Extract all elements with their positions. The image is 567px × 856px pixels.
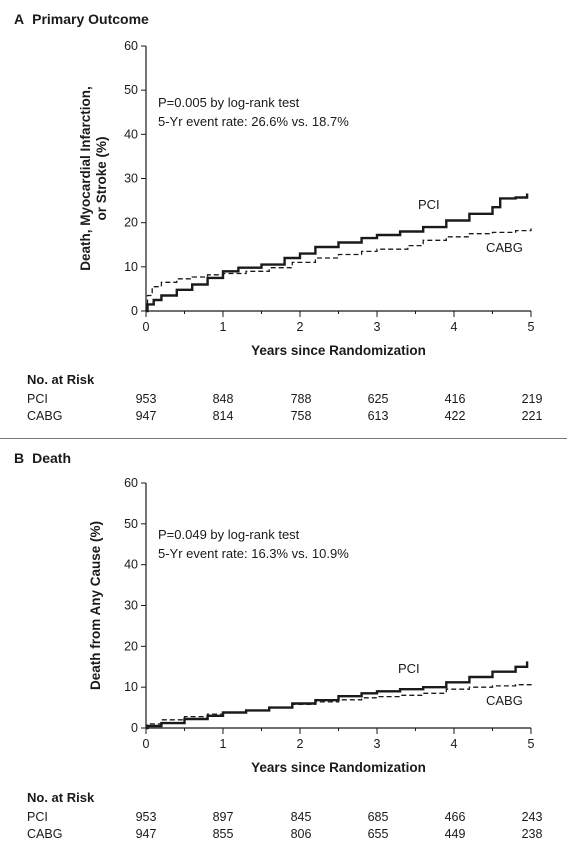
series-line-pci bbox=[146, 193, 529, 313]
y-axis-label: Death, Myocardial Infarction, bbox=[78, 86, 93, 271]
risk-value: 422 bbox=[444, 409, 466, 423]
series-label-pci: PCI bbox=[398, 661, 420, 676]
x-tick-label: 4 bbox=[451, 320, 458, 334]
y-tick-label: 10 bbox=[124, 680, 138, 694]
risk-value: 758 bbox=[290, 409, 312, 423]
risk-value: 221 bbox=[521, 409, 543, 423]
chart-primary-outcome: 0 10 20 30 40 50 60 0 1 2 3 4 5 Years since Randomiza… bbox=[78, 39, 535, 358]
risk-value: 416 bbox=[444, 392, 466, 406]
y-tick-label: 40 bbox=[124, 127, 138, 141]
y-tick-label: 50 bbox=[124, 517, 138, 531]
risk-value: 219 bbox=[521, 392, 543, 406]
risk-value: 947 bbox=[135, 409, 157, 423]
stat-annotation: 5-Yr event rate: 26.6% vs. 18.7% bbox=[158, 114, 349, 129]
x-tick-label: 0 bbox=[143, 737, 150, 751]
stat-annotation: P=0.049 by log-rank test bbox=[158, 527, 300, 542]
x-tick-label: 3 bbox=[374, 320, 381, 334]
risk-table: No. at Risk PCI 953 848 788 625 416 219 … bbox=[0, 372, 567, 436]
stat-annotation: P=0.005 by log-rank test bbox=[158, 95, 300, 110]
x-tick-label: 5 bbox=[528, 320, 535, 334]
panel-title: Death bbox=[32, 450, 72, 466]
panel-heading: B Death bbox=[14, 450, 71, 466]
risk-value: 655 bbox=[367, 827, 389, 841]
y-tick-label: 0 bbox=[131, 304, 138, 318]
y-tick-label: 20 bbox=[124, 216, 138, 230]
y-tick-label: 0 bbox=[131, 721, 138, 735]
y-axis-label: or Stroke (%) bbox=[94, 136, 109, 220]
y-axis-label: Death from Any Cause (%) bbox=[88, 521, 103, 690]
series-label-cabg: CABG bbox=[486, 693, 523, 708]
risk-value: 953 bbox=[135, 392, 157, 406]
series-label-cabg: CABG bbox=[486, 240, 523, 255]
x-tick-label: 2 bbox=[297, 320, 304, 334]
risk-value: 685 bbox=[367, 810, 389, 824]
y-tick-label: 60 bbox=[124, 39, 138, 53]
panel-letter: A bbox=[14, 11, 25, 27]
x-axis-label: Years since Randomization bbox=[251, 343, 426, 358]
x-tick-label: 1 bbox=[220, 737, 227, 751]
risk-row-label: CABG bbox=[27, 827, 63, 841]
risk-value: 855 bbox=[212, 827, 234, 841]
panel-title: Primary Outcome bbox=[32, 11, 149, 27]
y-tick-label: 10 bbox=[124, 260, 138, 274]
risk-table: No. at Risk PCI 953 897 845 685 466 243 … bbox=[0, 790, 567, 854]
risk-row-pci: PCI 953 897 845 685 466 243 bbox=[0, 810, 567, 826]
risk-value: 845 bbox=[290, 810, 312, 824]
x-tick-label: 2 bbox=[297, 737, 304, 751]
risk-row-label: PCI bbox=[27, 810, 48, 824]
risk-value: 449 bbox=[444, 827, 466, 841]
panel-heading: A Primary Outcome bbox=[14, 11, 149, 27]
risk-table-title: No. at Risk bbox=[27, 372, 95, 387]
risk-table-title: No. at Risk bbox=[27, 790, 95, 805]
risk-row-pci: PCI 953 848 788 625 416 219 bbox=[0, 392, 567, 408]
y-tick-label: 60 bbox=[124, 476, 138, 490]
x-tick-label: 1 bbox=[220, 320, 227, 334]
x-tick-label: 4 bbox=[451, 737, 458, 751]
risk-value: 848 bbox=[212, 392, 234, 406]
series-line-cabg bbox=[146, 228, 532, 312]
risk-value: 243 bbox=[521, 810, 543, 824]
y-tick-label: 40 bbox=[124, 558, 138, 572]
risk-value: 953 bbox=[135, 810, 157, 824]
series-line-cabg bbox=[146, 683, 532, 729]
risk-value: 814 bbox=[212, 409, 234, 423]
stat-annotation: 5-Yr event rate: 16.3% vs. 10.9% bbox=[158, 546, 349, 561]
panel-divider bbox=[0, 438, 567, 439]
risk-value: 625 bbox=[367, 392, 389, 406]
risk-value: 238 bbox=[521, 827, 543, 841]
risk-value: 613 bbox=[367, 409, 389, 423]
y-tick-label: 30 bbox=[124, 172, 138, 186]
risk-row-cabg: CABG 947 855 806 655 449 238 bbox=[0, 827, 567, 843]
risk-row-label: PCI bbox=[27, 392, 48, 406]
risk-row-label: CABG bbox=[27, 409, 63, 423]
panel-death: B Death 0 10 20 30 40 50 60 0 1 2 3 4 5 Years since Ra… bbox=[0, 442, 567, 856]
risk-value: 788 bbox=[290, 392, 312, 406]
risk-row-cabg: CABG 947 814 758 613 422 221 bbox=[0, 409, 567, 425]
chart-death: 0 10 20 30 40 50 60 0 1 2 3 4 5 Years since Randomiza… bbox=[88, 476, 535, 775]
y-tick-label: 20 bbox=[124, 639, 138, 653]
x-tick-label: 0 bbox=[143, 320, 150, 334]
risk-value: 806 bbox=[290, 827, 312, 841]
x-tick-label: 5 bbox=[528, 737, 535, 751]
y-tick-label: 30 bbox=[124, 599, 138, 613]
series-line-pci bbox=[146, 661, 529, 730]
x-axis-label: Years since Randomization bbox=[251, 760, 426, 775]
risk-value: 897 bbox=[212, 810, 234, 824]
panel-primary-outcome: A Primary Outcome 0 10 20 30 40 50 60 0 1 2 3 4 5 Year… bbox=[0, 11, 567, 436]
risk-value: 947 bbox=[135, 827, 157, 841]
series-label-pci: PCI bbox=[418, 197, 440, 212]
y-tick-label: 50 bbox=[124, 83, 138, 97]
risk-value: 466 bbox=[444, 810, 466, 824]
panel-letter: B bbox=[14, 450, 25, 466]
x-tick-label: 3 bbox=[374, 737, 381, 751]
